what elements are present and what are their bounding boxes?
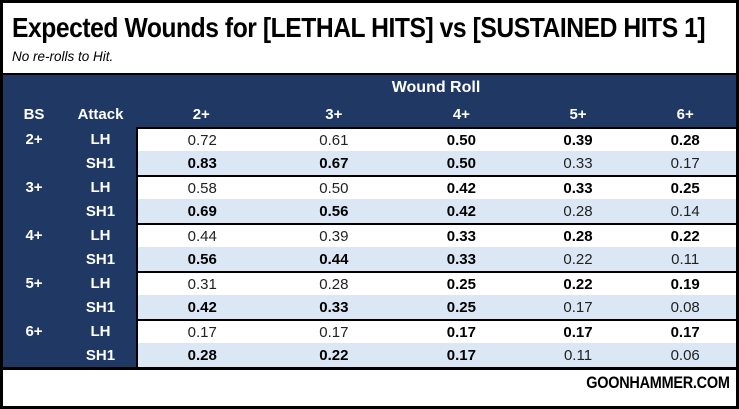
attack-label: SH1	[65, 199, 136, 223]
title-block: Expected Wounds for [LETHAL HITS] vs [SU…	[3, 3, 736, 73]
table-header: Wound Roll BS Attack 2+ 3+ 4+ 5+ 6+	[3, 73, 736, 127]
col-header-2plus: 2+	[192, 105, 210, 123]
attack-label: SH1	[65, 151, 136, 175]
value-cell: 0.44	[136, 223, 267, 247]
footer: GOONHAMMER.COM	[3, 370, 736, 396]
value-cell: 0.33	[521, 175, 635, 199]
value-cell: 0.17	[136, 319, 267, 343]
value-cell: 0.25	[634, 175, 736, 199]
value-cell: 0.31	[136, 271, 267, 295]
value-cell: 0.44	[266, 247, 402, 271]
value-cell: 0.25	[401, 295, 522, 319]
value-cell: 0.14	[634, 199, 736, 223]
value-cell: 0.33	[266, 295, 402, 319]
attack-label: LH	[65, 175, 136, 199]
value-cell: 0.28	[136, 343, 267, 367]
value-cell: 0.50	[266, 175, 402, 199]
header-corner-spacer	[3, 75, 136, 101]
value-cell: 0.33	[401, 223, 522, 247]
value-cell: 0.22	[521, 271, 635, 295]
bs-label: 2+	[3, 127, 65, 175]
value-cell: 0.17	[634, 319, 736, 343]
value-cell: 0.72	[136, 127, 267, 151]
value-cell: 0.33	[401, 247, 522, 271]
value-cell: 0.50	[401, 151, 522, 175]
value-cell: 0.22	[521, 247, 635, 271]
value-cell: 0.28	[634, 127, 736, 151]
attack-label: LH	[65, 319, 136, 343]
value-cell: 0.28	[266, 271, 402, 295]
page-title: Expected Wounds for [LETHAL HITS] vs [SU…	[12, 12, 706, 43]
value-cell: 0.17	[266, 319, 402, 343]
value-cell: 0.28	[521, 223, 635, 247]
value-cell: 0.22	[634, 223, 736, 247]
col-header-6plus: 6+	[676, 105, 694, 123]
value-cell: 0.28	[521, 199, 635, 223]
value-cell: 0.39	[266, 223, 402, 247]
col-header-bs: BS	[23, 105, 45, 123]
attack-label: SH1	[65, 247, 136, 271]
attack-label: LH	[65, 271, 136, 295]
value-cell: 0.56	[136, 247, 267, 271]
value-cell: 0.22	[266, 343, 402, 367]
bs-label: 6+	[3, 319, 65, 367]
value-cell: 0.25	[401, 271, 522, 295]
value-cell: 0.17	[521, 295, 635, 319]
value-cell: 0.19	[634, 271, 736, 295]
bs-label: 3+	[3, 175, 65, 223]
col-header-4plus: 4+	[452, 105, 470, 123]
value-cell: 0.17	[401, 319, 522, 343]
value-cell: 0.06	[634, 343, 736, 367]
attack-label: SH1	[65, 343, 136, 367]
value-cell: 0.17	[634, 151, 736, 175]
value-cell: 0.56	[266, 199, 402, 223]
attack-label: LH	[65, 223, 136, 247]
value-cell: 0.42	[136, 295, 267, 319]
bs-label: 5+	[3, 271, 65, 319]
col-header-attack: Attack	[77, 105, 124, 123]
value-cell: 0.61	[266, 127, 402, 151]
bs-label: 4+	[3, 223, 65, 271]
value-cell: 0.39	[521, 127, 635, 151]
value-cell: 0.08	[634, 295, 736, 319]
value-cell: 0.11	[521, 343, 635, 367]
value-cell: 0.17	[521, 319, 635, 343]
table-body: 2+ LH 0.72 0.61 0.50 0.39 0.28 SH1 0.83 0.67 0.50 0…	[3, 127, 736, 370]
value-cell: 0.69	[136, 199, 267, 223]
attack-label: SH1	[65, 295, 136, 319]
value-cell: 0.17	[401, 343, 522, 367]
value-cell: 0.58	[136, 175, 267, 199]
wound-roll-group-header: Wound Roll	[391, 79, 481, 96]
value-cell: 0.83	[136, 151, 267, 175]
col-header-5plus: 5+	[569, 105, 587, 123]
value-cell: 0.42	[401, 175, 522, 199]
value-cell: 0.33	[521, 151, 635, 175]
value-cell: 0.67	[266, 151, 402, 175]
attack-label: LH	[65, 127, 136, 151]
page-subtitle: No re-rolls to Hit.	[12, 49, 114, 64]
col-header-3plus: 3+	[325, 105, 343, 123]
brand-text: GOONHAMMER.COM	[586, 373, 731, 392]
value-cell: 0.42	[401, 199, 522, 223]
value-cell: 0.50	[401, 127, 522, 151]
value-cell: 0.11	[634, 247, 736, 271]
